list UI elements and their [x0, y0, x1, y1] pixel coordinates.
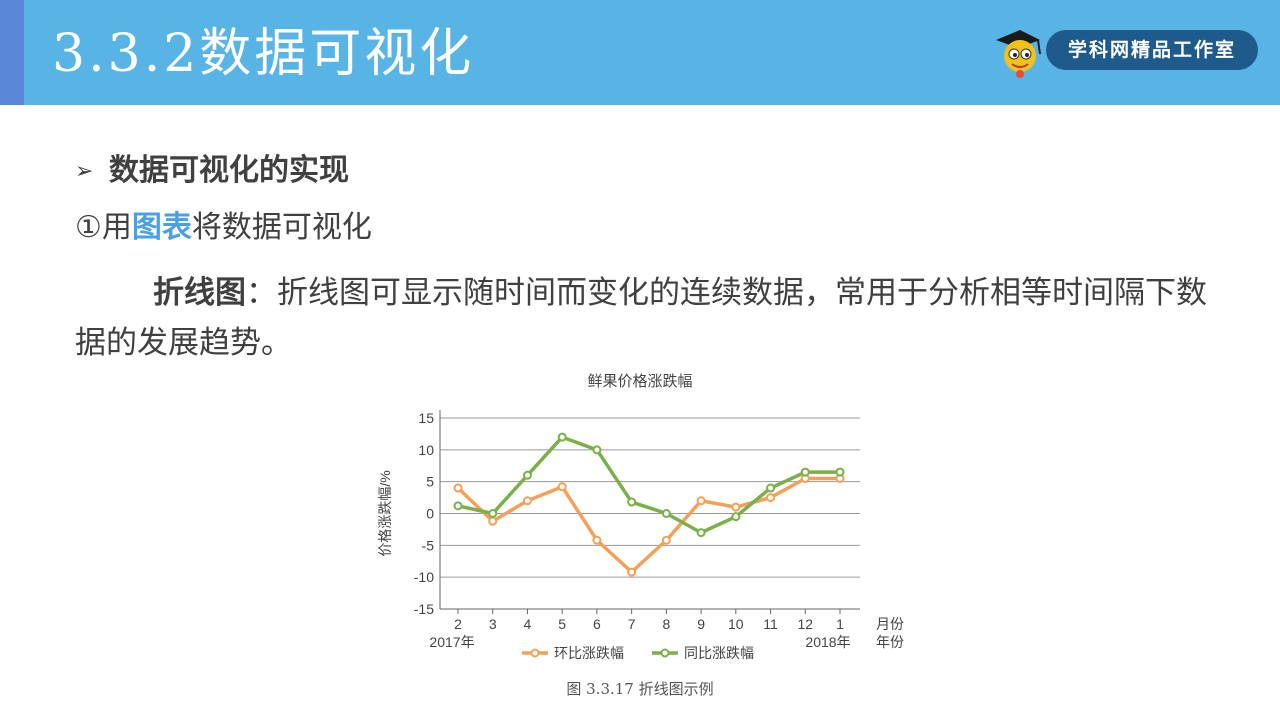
data-point — [488, 516, 498, 526]
y-tick-label: -10 — [414, 569, 434, 585]
y-tick-label: 10 — [418, 442, 434, 458]
student-mascot-icon — [996, 30, 1041, 78]
data-point — [731, 502, 741, 512]
y-axis-label: 价格涨跌幅/% — [377, 470, 393, 556]
legend-label-1: 同比涨跌幅 — [684, 645, 754, 661]
x-tick-label: 8 — [662, 616, 670, 632]
x-tick-label: 10 — [728, 616, 744, 632]
data-point — [731, 512, 741, 522]
legend-marker-0 — [530, 648, 540, 658]
data-point — [592, 445, 602, 455]
data-point — [696, 496, 706, 506]
chart-title: 鲜果价格涨跌幅 — [587, 373, 692, 390]
brand-name-badge: 学科网精品工作室 — [1046, 30, 1258, 70]
data-point — [522, 470, 532, 480]
year-label-end: 2018年 — [805, 634, 850, 650]
x-axis-label: 月份 — [876, 616, 904, 632]
x-tick-label: 12 — [797, 616, 813, 632]
x-tick-label: 5 — [558, 616, 566, 632]
data-point — [661, 535, 671, 545]
series-line-1 — [457, 435, 840, 535]
x-axis-year-label: 年份 — [876, 634, 904, 650]
data-point — [557, 482, 567, 492]
item-prefix: 用 — [101, 210, 132, 245]
description-paragraph: 折线图：折线图可显示随时间而变化的连续数据，常用于分析相等时间隔下数据的发展趋势… — [75, 268, 1225, 368]
arrow-right-icon: ➢ — [75, 159, 94, 184]
data-point — [627, 567, 637, 577]
data-point — [592, 535, 602, 545]
line-chart: 鲜果价格涨跌幅 15 10 5 0 -5 -10 -15 价格涨跌幅/% 2 3 4 5 6 7 8 9 10 11… — [360, 356, 920, 716]
year-label-start: 2017年 — [429, 634, 474, 650]
x-tick-label: 1 — [836, 616, 844, 632]
y-tick-label: 15 — [418, 410, 434, 426]
description-text: ：折线图可显示随时间而变化的连续数据，常用于分析相等时间隔下数据的发展趋势。 — [75, 275, 1207, 361]
y-tick-label: 5 — [426, 474, 434, 490]
section-heading-text: 数据可视化的实现 — [109, 153, 349, 188]
item-suffix: 将数据可视化 — [191, 210, 372, 245]
legend-label-0: 环比涨跌幅 — [554, 645, 624, 661]
section-heading: ➢ 数据可视化的实现 — [75, 148, 349, 194]
y-tick-label: -5 — [422, 537, 435, 553]
y-tick-label: 0 — [426, 506, 434, 522]
item-highlight: 图表 — [131, 210, 192, 245]
header-bar: 3.3.2数据可视化 学科网精品工作室 — [0, 0, 1280, 105]
data-point — [488, 509, 498, 518]
x-tick-label: 9 — [697, 616, 705, 632]
header-accent-strip — [0, 0, 24, 105]
brand-badge: 学科网精品工作室 — [990, 18, 1260, 80]
data-point — [835, 467, 845, 477]
x-tick-label: 2 — [454, 616, 462, 632]
x-tick-label: 11 — [763, 616, 778, 632]
data-point — [627, 497, 637, 507]
data-point — [800, 467, 810, 477]
data-point — [696, 528, 706, 538]
x-tick-label: 4 — [524, 616, 532, 632]
chart-caption: 图 3.3.17 折线图示例 — [566, 680, 713, 698]
y-tick-label: -15 — [414, 601, 434, 617]
data-point — [453, 483, 463, 493]
legend-marker-1 — [660, 648, 670, 658]
series-line-0 — [456, 476, 840, 574]
data-point — [766, 493, 776, 503]
term-line-chart: 折线图 — [153, 275, 246, 311]
data-point — [453, 501, 463, 511]
data-point — [766, 483, 776, 493]
data-point — [661, 509, 671, 518]
x-tick-label: 6 — [593, 616, 601, 632]
x-tick-label: 7 — [628, 616, 636, 632]
data-point — [522, 496, 532, 506]
list-item-1: ①用图表将数据可视化 — [75, 204, 372, 252]
x-tick-label: 3 — [489, 616, 497, 632]
data-point — [557, 432, 567, 442]
slide-title: 3.3.2数据可视化 — [52, 24, 475, 84]
item-number: ① — [75, 210, 102, 245]
